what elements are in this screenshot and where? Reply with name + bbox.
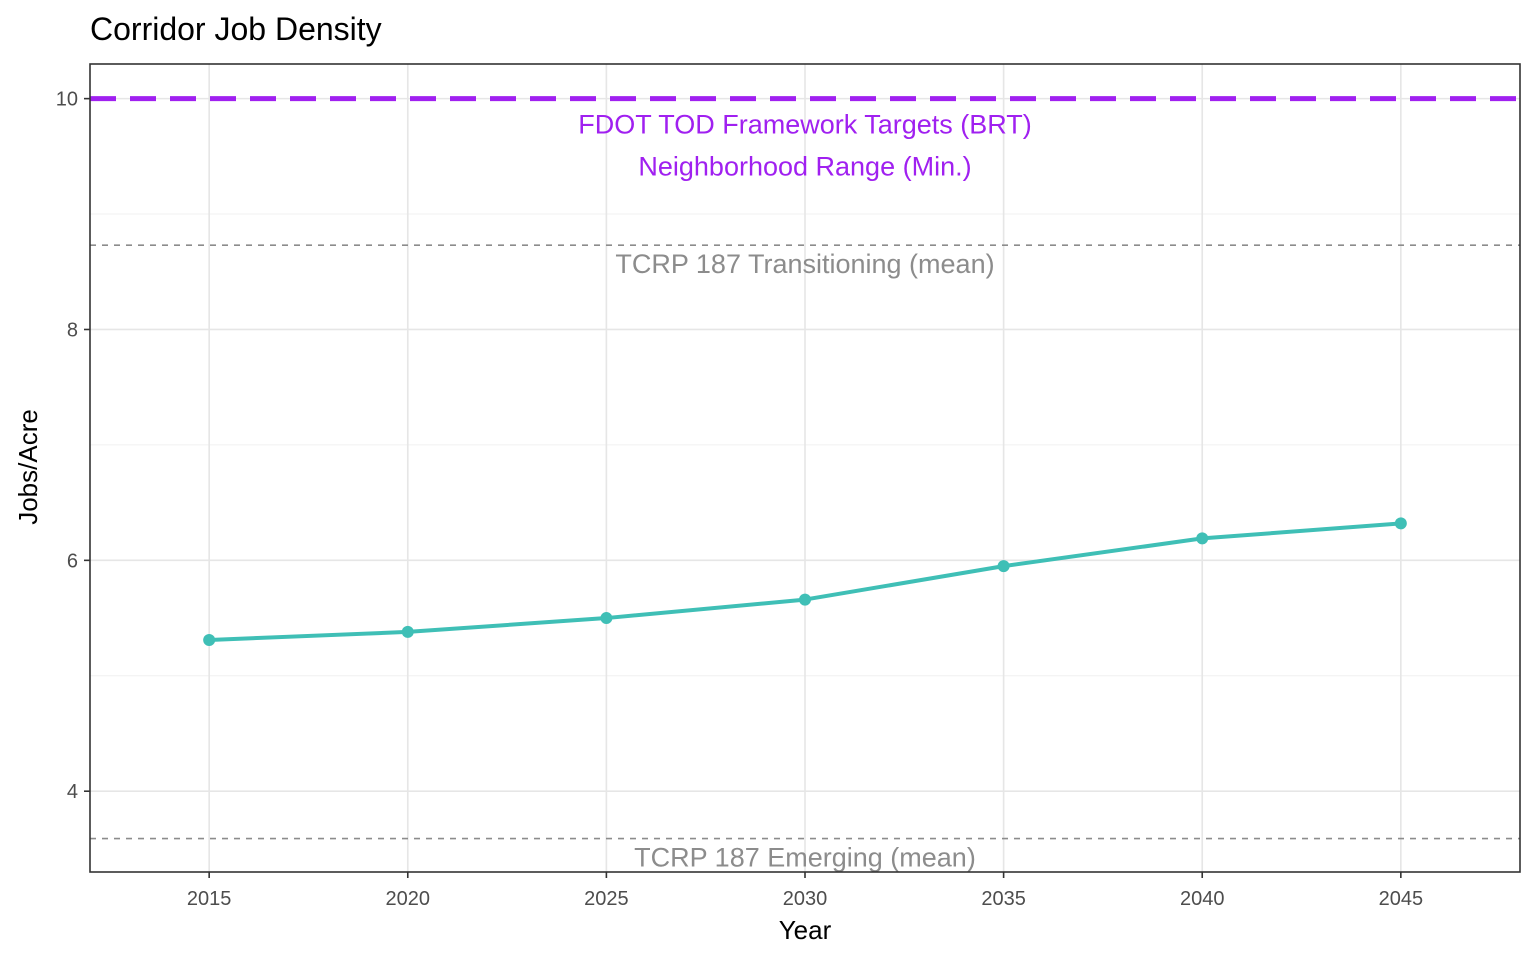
tcrp-transitioning-label: TCRP 187 Transitioning (mean) [615,249,994,279]
x-axis: 2015 2020 2025 2030 2035 2040 2045 [187,872,1423,910]
x-tick-label: 2040 [1180,888,1225,910]
data-point [203,633,216,646]
data-point [799,593,811,606]
y-tick-label: 4 [67,781,78,803]
data-point [600,612,613,625]
x-tick-label: 2035 [981,888,1026,910]
data-point [997,560,1010,573]
y-tick-label: 6 [67,550,78,572]
fdot-target-label-line2: Neighborhood Range (Min.) [638,152,971,182]
data-point [401,625,414,638]
fdot-target-label: FDOT TOD Framework Targets (BRT) [578,110,1032,140]
chart-title: Corridor Job Density [90,11,382,47]
y-tick-label: 10 [56,89,78,111]
x-tick-label: 2020 [386,888,431,910]
x-tick-label: 2015 [187,888,232,910]
y-axis: 4 6 8 10 [56,89,90,803]
x-tick-label: 2030 [783,888,828,910]
data-point [1196,532,1209,545]
data-point [1394,517,1407,530]
y-tick-label: 8 [67,319,78,341]
x-tick-label: 2025 [584,888,629,910]
x-tick-label: 2045 [1379,888,1424,910]
x-axis-title: Year [779,915,832,945]
y-axis-title: Jobs/Acre [13,409,43,525]
tcrp-emerging-label: TCRP 187 Emerging (mean) [634,843,976,873]
plot-area: FDOT TOD Framework Targets (BRT) Neighbor… [89,63,1521,873]
